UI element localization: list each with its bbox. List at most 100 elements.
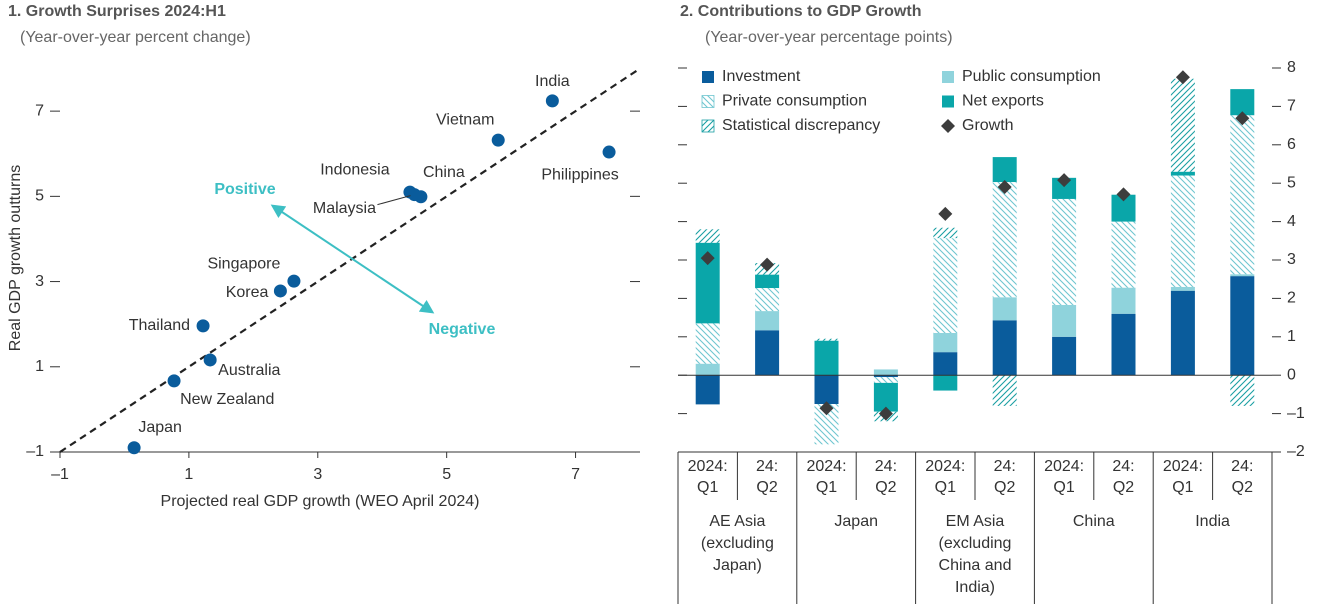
point xyxy=(407,188,421,202)
annotation: Positive xyxy=(214,181,275,198)
point-label: Australia xyxy=(218,362,280,379)
y-tick-label: 7 xyxy=(1287,98,1296,115)
legend-label: Private consumption xyxy=(722,93,867,110)
growth-marker xyxy=(938,206,953,221)
bar-segment xyxy=(814,340,839,376)
x-tick-label: 2024: Q1 xyxy=(806,458,847,496)
growth-marker xyxy=(1235,111,1250,126)
growth-marker xyxy=(760,257,775,272)
bar-segment xyxy=(933,352,958,376)
chart-title: 2. Contributions to GDP Growth xyxy=(680,3,921,20)
bar-segment xyxy=(695,363,720,376)
group-label: EM Asia (excluding China and India) xyxy=(938,513,1012,596)
chart-subtitle: (Year-over-year percent change) xyxy=(20,29,251,46)
legend-swatch xyxy=(942,71,954,83)
group-label: Japan xyxy=(834,513,878,530)
growth-marker xyxy=(1057,173,1072,188)
legend-swatch xyxy=(701,95,715,108)
point-label: Malaysia xyxy=(313,200,376,217)
point-label: Thailand xyxy=(129,317,190,334)
bar-segment xyxy=(992,297,1017,321)
bar-segment xyxy=(992,375,1017,406)
point-label: China xyxy=(423,164,465,181)
y-tick-label: 6 xyxy=(1287,136,1296,153)
bar-segment xyxy=(755,311,780,331)
point-label: Korea xyxy=(226,284,269,301)
x-tick-label: 3 xyxy=(313,466,322,483)
bar-segment xyxy=(933,332,958,353)
point xyxy=(127,441,141,455)
x-tick-label: 24: Q2 xyxy=(1231,458,1254,496)
point-label: India xyxy=(535,73,570,90)
bar-segment xyxy=(1230,375,1255,406)
bar-segment xyxy=(1170,171,1195,176)
bar-segment xyxy=(1230,115,1255,275)
group-label: China xyxy=(1072,513,1115,530)
leader-line xyxy=(377,195,411,206)
point-label: Philippines xyxy=(541,166,618,183)
bar-segment xyxy=(695,323,720,364)
annotation-arrow xyxy=(270,204,435,314)
y-tick-label: –1 xyxy=(1287,405,1305,422)
group-label: India xyxy=(1195,513,1230,530)
annotation: Negative xyxy=(429,321,496,338)
bar-segment xyxy=(992,320,1017,376)
x-tick-label: 24: Q2 xyxy=(993,458,1016,496)
x-tick-label: 2024: Q1 xyxy=(1162,458,1203,496)
bar-segment xyxy=(1111,313,1136,376)
bar-segment xyxy=(933,375,958,391)
x-tick-label: 1 xyxy=(184,466,193,483)
bar-segment xyxy=(873,375,898,378)
y-axis-label: Real GDP growth outturns xyxy=(7,165,24,351)
growth-marker xyxy=(878,406,893,421)
y-tick-label: 8 xyxy=(1287,59,1296,76)
x-tick-label: 7 xyxy=(571,466,580,483)
chart-subtitle: (Year-over-year percentage points) xyxy=(705,29,953,46)
point xyxy=(287,274,301,288)
point-label: Singapore xyxy=(207,255,280,272)
y-tick-label: 3 xyxy=(35,273,44,290)
y-tick-label: –1 xyxy=(26,443,44,460)
point xyxy=(167,374,181,388)
bar-segment xyxy=(814,375,839,404)
y-tick-label: 4 xyxy=(1287,213,1296,230)
growth-marker xyxy=(819,401,834,416)
y-tick-label: 0 xyxy=(1287,366,1296,383)
legend-marker xyxy=(941,119,955,133)
point-label: New Zealand xyxy=(180,391,274,408)
bar-segment xyxy=(1111,221,1136,288)
bar-segment xyxy=(1170,286,1195,291)
legend-label: Growth xyxy=(962,117,1014,134)
x-tick-label: 2024: Q1 xyxy=(687,458,728,496)
bar-segment xyxy=(1170,290,1195,376)
bar-segment xyxy=(933,238,958,333)
bar-segment xyxy=(933,227,958,239)
point-label: Vietnam xyxy=(436,111,494,128)
growth-marker xyxy=(1116,187,1131,202)
x-tick-label: 5 xyxy=(442,466,451,483)
legend-swatch xyxy=(702,71,714,83)
y-tick-label: 2 xyxy=(1287,290,1296,307)
point-label: Indonesia xyxy=(320,161,389,178)
bar-segment xyxy=(755,274,780,289)
group-label: AE Asia (excluding Japan) xyxy=(700,513,774,574)
bar-segment xyxy=(1052,198,1077,305)
bar-segment xyxy=(755,288,780,312)
bar-segment xyxy=(873,369,898,376)
bar-segment xyxy=(1052,177,1077,199)
bar-segment xyxy=(1170,78,1195,172)
legend-swatch xyxy=(942,95,954,108)
bar-segment xyxy=(695,229,720,243)
bar-segment xyxy=(814,338,839,341)
x-tick-label: 2024: Q1 xyxy=(925,458,966,496)
x-tick-label: –1 xyxy=(51,466,69,483)
growth-marker xyxy=(1175,70,1190,85)
bar-segment xyxy=(755,330,780,376)
point xyxy=(203,353,217,367)
bar-segment xyxy=(992,182,1017,298)
point xyxy=(602,145,616,159)
x-axis-label: Projected real GDP growth (WEO April 202… xyxy=(161,493,480,510)
legend-label: Investment xyxy=(722,68,801,85)
legend-label: Net exports xyxy=(962,93,1044,110)
